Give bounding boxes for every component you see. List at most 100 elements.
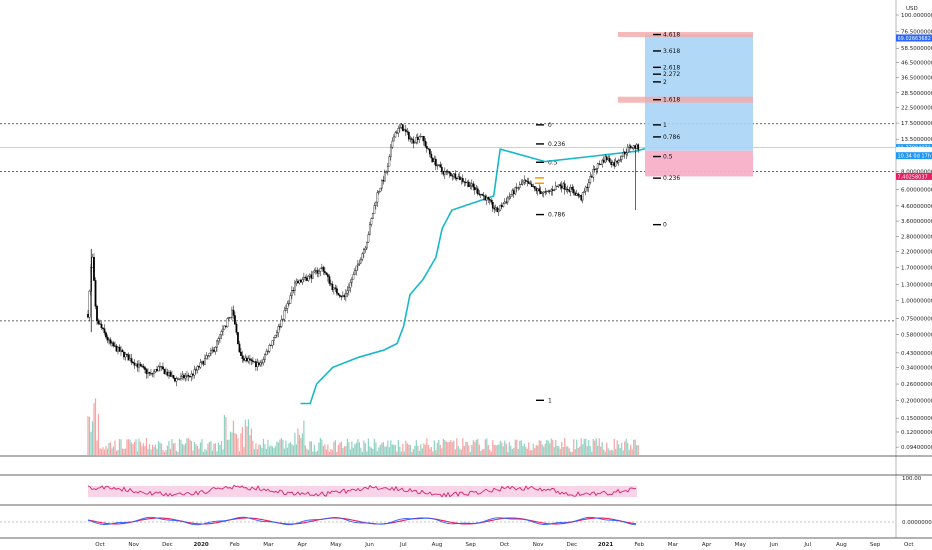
volume-bar: [439, 444, 441, 455]
volume-bar: [618, 444, 620, 455]
volume-bar: [384, 446, 386, 455]
fib-label: 2: [663, 79, 667, 86]
volume-bar: [373, 438, 375, 455]
volume-bar: [481, 449, 483, 455]
price-tick-label: 3.60000000: [901, 219, 932, 225]
time-tick-label: Apr: [297, 542, 307, 548]
volume-bar: [195, 444, 197, 455]
volume-bar: [406, 443, 408, 455]
candle-body: [165, 371, 167, 375]
volume-bar: [163, 451, 166, 455]
volume-bar: [331, 450, 333, 455]
volume-bar: [402, 443, 404, 455]
time-tick-label: May: [330, 542, 342, 548]
candle-body: [398, 127, 401, 129]
time-tick-label: 2020: [193, 542, 208, 548]
candle-body: [484, 195, 487, 201]
volume-bar: [99, 448, 101, 455]
time-tick-label: Feb: [634, 542, 644, 548]
volume-bar: [87, 416, 89, 455]
candle-body: [216, 340, 218, 348]
candle-body: [421, 135, 424, 137]
candle-body: [102, 327, 104, 329]
volume-bar: [313, 444, 315, 455]
volume-bar: [111, 448, 113, 455]
candle-body: [515, 187, 518, 189]
candle-body: [91, 256, 94, 268]
volume-bar: [312, 451, 314, 455]
volume-bar: [351, 441, 353, 455]
volume-bar: [403, 451, 405, 455]
candle-body: [479, 193, 482, 195]
candle-body: [383, 172, 386, 182]
candle-body: [247, 358, 250, 362]
candle-body: [156, 369, 158, 372]
candle-body: [410, 138, 413, 140]
candle-body: [168, 371, 170, 376]
candle-body: [380, 179, 383, 189]
volume-bar: [378, 447, 380, 455]
volume-bar: [604, 451, 606, 455]
candle-body: [418, 136, 421, 140]
volume-bar: [342, 448, 344, 455]
volume-bar: [171, 439, 173, 455]
volume-bar: [120, 439, 122, 455]
volume-bar: [105, 446, 107, 455]
volume-bar: [301, 433, 303, 455]
candle-body: [273, 337, 275, 341]
candle-body: [301, 279, 304, 283]
candle-body: [424, 140, 427, 147]
candle-body: [255, 361, 257, 367]
candle-body: [192, 373, 194, 376]
candle-body: [94, 280, 97, 307]
candle-body: [467, 181, 470, 187]
volume-bar: [267, 439, 269, 455]
candle-body: [602, 159, 605, 163]
candle-body: [364, 247, 367, 251]
candle-body: [373, 205, 376, 214]
candle-body: [376, 192, 379, 203]
long-position-tool[interactable]: [618, 32, 753, 177]
volume-bar: [382, 441, 384, 455]
volume-bar: [607, 448, 609, 455]
volume-bar: [433, 440, 435, 455]
candle-body: [541, 192, 544, 194]
candle-body: [124, 354, 127, 358]
volume-bar: [298, 434, 300, 455]
volume-bar: [532, 443, 534, 455]
volume-bar: [477, 438, 479, 455]
volume-bar: [277, 442, 280, 455]
volume-bar: [522, 446, 524, 455]
volume-bar: [610, 449, 612, 455]
volume-bar: [475, 439, 477, 455]
candle-body: [204, 358, 206, 365]
candle-body: [434, 158, 437, 166]
volume-bar: [327, 444, 329, 455]
volume-bar: [180, 440, 182, 455]
candle-body: [475, 188, 478, 191]
candle-body: [449, 172, 452, 176]
candle-body: [289, 295, 292, 304]
candle-body: [605, 156, 608, 161]
candle-body: [443, 171, 446, 175]
candle-body: [274, 335, 277, 338]
candle-body: [213, 349, 215, 352]
candle-body: [542, 191, 545, 194]
candle-body: [482, 195, 485, 197]
candle-body: [628, 145, 631, 148]
candle-body: [326, 274, 329, 277]
candle-body: [259, 362, 262, 366]
volume-bar: [229, 431, 232, 455]
candle-body: [415, 137, 418, 143]
volume-bar: [286, 447, 288, 455]
candle-body: [365, 241, 368, 249]
volume-bar: [505, 443, 507, 455]
candle-body: [508, 196, 511, 199]
candle-body: [412, 139, 415, 144]
volume-bar: [408, 444, 410, 455]
candle-body: [183, 374, 185, 379]
volume-bar: [93, 403, 95, 455]
